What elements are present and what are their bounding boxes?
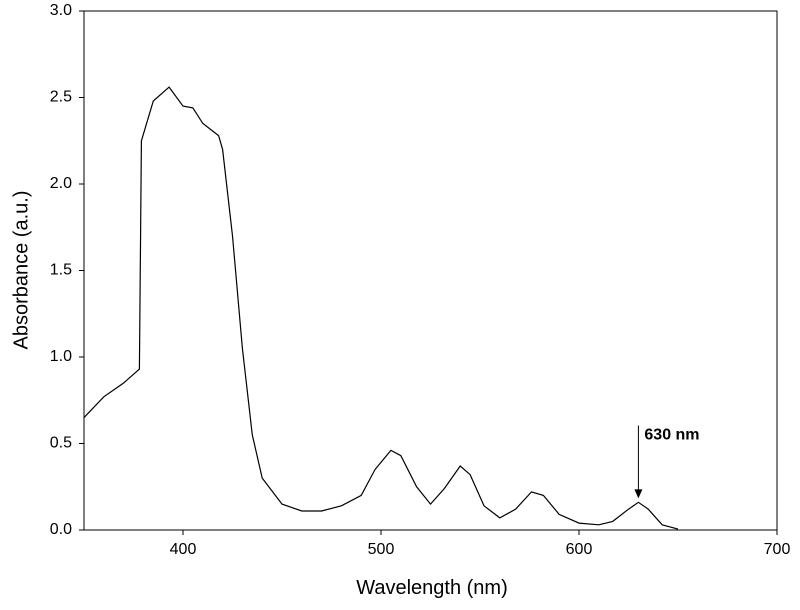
x-tick-label: 600 bbox=[566, 541, 593, 558]
x-axis-title: Wavelength (nm) bbox=[356, 577, 508, 599]
x-tick-label: 700 bbox=[764, 541, 791, 558]
y-tick-label: 2.5 bbox=[50, 89, 72, 106]
y-tick-label: 0.0 bbox=[50, 521, 72, 538]
x-tick-label: 500 bbox=[368, 541, 395, 558]
x-tick-label: 400 bbox=[170, 541, 197, 558]
y-tick-label: 3.0 bbox=[50, 2, 72, 19]
y-axis-title: Absorbance (a.u.) bbox=[10, 191, 32, 350]
data-line bbox=[83, 86, 679, 530]
y-tick-label: 2.0 bbox=[50, 175, 72, 192]
y-tick-label: 0.5 bbox=[50, 435, 72, 452]
annotation-arrowhead bbox=[634, 489, 643, 499]
annotation-text: 630 nm bbox=[644, 427, 699, 444]
plot-frame bbox=[83, 10, 778, 531]
y-tick-label: 1.5 bbox=[50, 262, 72, 279]
y-tick-label: 1.0 bbox=[50, 348, 72, 365]
